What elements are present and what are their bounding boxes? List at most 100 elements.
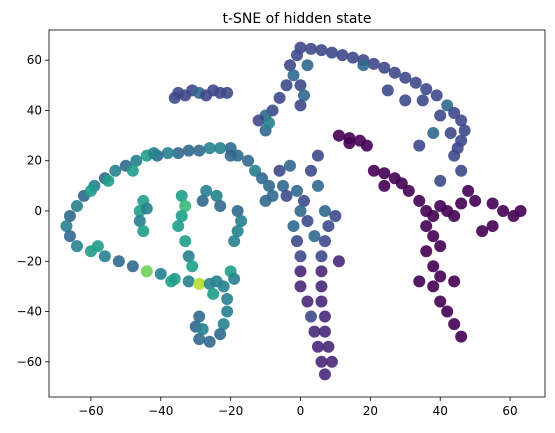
scatter-point bbox=[297, 194, 310, 207]
y-tick-label: 40 bbox=[27, 103, 42, 117]
scatter-point bbox=[294, 204, 307, 217]
scatter-point bbox=[318, 310, 331, 323]
scatter-point bbox=[434, 295, 447, 308]
chart-title: t-SNE of hidden state bbox=[222, 11, 371, 27]
scatter-point bbox=[462, 184, 475, 197]
scatter-point bbox=[301, 215, 314, 228]
scatter-point bbox=[287, 69, 300, 82]
y-axis-ticks: −60 −40 −20 0 20 40 60 bbox=[17, 53, 49, 369]
x-tick-label: −20 bbox=[218, 404, 243, 418]
scatter-points bbox=[60, 41, 527, 381]
scatter-point bbox=[455, 164, 468, 177]
scatter-point bbox=[315, 44, 328, 57]
scatter-point bbox=[427, 260, 440, 273]
scatter-point bbox=[179, 235, 192, 248]
scatter-point bbox=[210, 189, 223, 202]
scatter-point bbox=[427, 230, 440, 243]
scatter-point bbox=[458, 124, 471, 137]
scatter-point bbox=[395, 177, 408, 190]
scatter-point bbox=[214, 328, 227, 341]
scatter-point bbox=[284, 59, 297, 72]
scatter-point bbox=[448, 149, 461, 162]
scatter-point bbox=[217, 280, 230, 293]
scatter-point bbox=[294, 280, 307, 293]
scatter-point bbox=[367, 164, 380, 177]
scatter-point bbox=[427, 210, 440, 223]
scatter-point bbox=[413, 139, 426, 152]
scatter-point bbox=[182, 275, 195, 288]
y-tick-label: −60 bbox=[17, 355, 42, 369]
scatter-point bbox=[378, 61, 391, 74]
y-tick-label: −40 bbox=[17, 305, 42, 319]
scatter-point bbox=[284, 159, 297, 172]
scatter-point bbox=[70, 199, 83, 212]
y-tick-label: 0 bbox=[34, 204, 42, 218]
scatter-point bbox=[291, 184, 303, 197]
scatter-point bbox=[336, 49, 349, 62]
scatter-point bbox=[252, 114, 265, 127]
scatter-point bbox=[291, 235, 303, 248]
scatter-point bbox=[315, 250, 328, 263]
scatter-point bbox=[179, 199, 192, 212]
scatter-point bbox=[455, 114, 468, 127]
scatter-point bbox=[304, 164, 317, 177]
scatter-point bbox=[165, 275, 178, 288]
scatter-point bbox=[273, 91, 286, 104]
scatter-point bbox=[388, 66, 401, 79]
scatter-point bbox=[280, 189, 293, 202]
scatter-point bbox=[297, 89, 310, 102]
scatter-point bbox=[287, 220, 300, 233]
scatter-point bbox=[434, 174, 447, 187]
scatter-point bbox=[367, 57, 380, 70]
scatter-point bbox=[311, 179, 324, 192]
scatter-point bbox=[263, 179, 276, 192]
scatter-point bbox=[221, 86, 234, 99]
scatter-point bbox=[84, 184, 97, 197]
scatter-point bbox=[91, 240, 104, 253]
scatter-point bbox=[186, 260, 199, 273]
scatter-point bbox=[434, 240, 447, 253]
scatter-point bbox=[221, 305, 234, 318]
scatter-point bbox=[469, 194, 482, 207]
scatter-point bbox=[294, 250, 307, 263]
scatter-point bbox=[399, 71, 412, 84]
scatter-point bbox=[280, 79, 293, 92]
scatter-point bbox=[325, 46, 338, 59]
scatter-point bbox=[455, 197, 468, 210]
scatter-point bbox=[126, 260, 139, 273]
scatter-point bbox=[332, 129, 345, 142]
scatter-point bbox=[294, 79, 307, 92]
scatter-point bbox=[172, 220, 185, 233]
scatter-point bbox=[98, 250, 111, 263]
scatter-point bbox=[448, 106, 461, 119]
scatter-point bbox=[343, 137, 356, 150]
scatter-point bbox=[413, 194, 426, 207]
scatter-point bbox=[448, 210, 461, 223]
scatter-point bbox=[318, 235, 331, 248]
scatter-point bbox=[133, 215, 146, 228]
scatter-point bbox=[322, 220, 335, 233]
scatter-point bbox=[221, 292, 234, 305]
x-tick-label: 60 bbox=[502, 404, 517, 418]
scatter-point bbox=[102, 174, 115, 187]
scatter-point bbox=[304, 42, 317, 55]
scatter-point bbox=[231, 204, 244, 217]
scatter-point bbox=[420, 220, 433, 233]
scatter-point bbox=[399, 94, 412, 107]
scatter-point bbox=[427, 127, 440, 140]
scatter-point bbox=[434, 109, 447, 122]
scatter-point bbox=[329, 210, 342, 223]
y-tick-label: −20 bbox=[17, 254, 42, 268]
scatter-point bbox=[140, 265, 153, 278]
scatter-point bbox=[301, 295, 314, 308]
scatter-point bbox=[63, 230, 76, 243]
scatter-point bbox=[112, 255, 125, 268]
scatter-point bbox=[315, 355, 328, 368]
scatter-point bbox=[318, 204, 331, 217]
scatter-point bbox=[486, 197, 499, 210]
scatter-point bbox=[311, 340, 324, 353]
scatter-point bbox=[109, 164, 122, 177]
scatter-point bbox=[60, 220, 73, 233]
scatter-point bbox=[416, 94, 429, 107]
